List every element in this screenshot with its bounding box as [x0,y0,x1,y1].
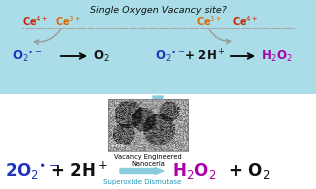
Text: O$_2$$^{\bullet-}$: O$_2$$^{\bullet-}$ [155,48,185,64]
Text: Ce$^{4+}$: Ce$^{4+}$ [22,14,48,28]
Text: 2O$_2$$^{\bullet-}$: 2O$_2$$^{\bullet-}$ [5,161,59,181]
Text: H$_2$O$_2$: H$_2$O$_2$ [261,48,293,64]
Text: Ce$^{3+}$: Ce$^{3+}$ [196,14,222,28]
Text: Ce$^{4+}$: Ce$^{4+}$ [232,14,258,28]
Text: H$_2$O$_2$: H$_2$O$_2$ [172,161,216,181]
FancyArrowPatch shape [210,29,231,44]
Text: Superoxide Dismutase: Superoxide Dismutase [103,179,181,185]
FancyArrow shape [120,167,164,174]
Text: Ce$^{3+}$: Ce$^{3+}$ [55,14,82,28]
FancyArrowPatch shape [34,29,60,44]
FancyArrow shape [150,96,166,114]
Text: O$_2$$^{\bullet-}$: O$_2$$^{\bullet-}$ [12,48,43,64]
Text: + O$_2$: + O$_2$ [228,161,270,181]
Text: 5 nm: 5 nm [111,143,124,148]
Text: Single Oxygen Vacancy site?: Single Oxygen Vacancy site? [90,6,226,15]
Text: + 2H$^+$: + 2H$^+$ [50,161,108,181]
FancyBboxPatch shape [0,0,316,94]
Text: + 2H$^+$: + 2H$^+$ [184,48,226,64]
Text: O$_2$: O$_2$ [93,48,110,64]
Text: Vacancy Engineered
Nanoceria: Vacancy Engineered Nanoceria [114,154,182,167]
